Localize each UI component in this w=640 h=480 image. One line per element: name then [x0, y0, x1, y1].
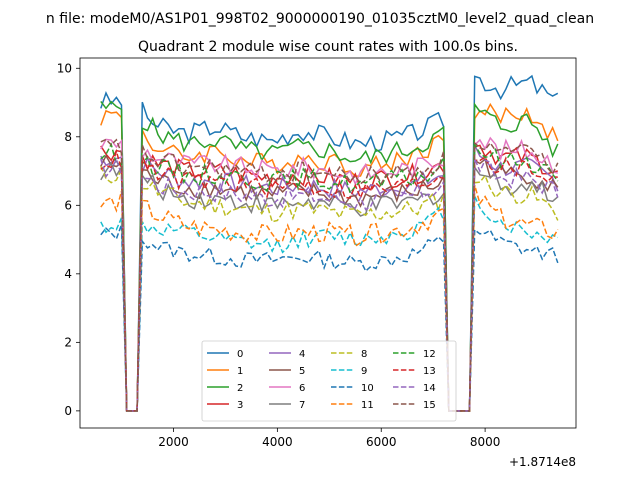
series-line-10	[100, 224, 559, 412]
legend-label-10: 10	[361, 383, 374, 394]
series-line-14	[100, 157, 559, 412]
legend-label-13: 13	[423, 366, 436, 377]
y-tick-label: 10	[57, 61, 72, 75]
y-tick-label: 8	[64, 130, 72, 144]
legend-label-9: 9	[361, 366, 367, 377]
x-tick-label: 8000	[470, 435, 501, 449]
y-tick-label: 0	[64, 404, 72, 418]
legend-label-0: 0	[237, 349, 243, 360]
x-offset-label: +1.8714e8	[509, 455, 576, 469]
x-tick-label: 6000	[366, 435, 397, 449]
y-tick-label: 6	[64, 198, 72, 212]
series-line-1	[100, 102, 559, 412]
series-line-13	[100, 148, 558, 412]
x-tick-label: 4000	[262, 435, 293, 449]
series-line-7	[100, 161, 559, 412]
legend-label-7: 7	[299, 400, 305, 411]
x-tick-label: 2000	[158, 435, 189, 449]
series-layer	[100, 74, 559, 412]
legend-label-14: 14	[423, 383, 436, 394]
series-line-12	[100, 142, 559, 412]
legend-label-3: 3	[237, 400, 243, 411]
legend-label-5: 5	[299, 366, 305, 377]
legend-label-6: 6	[299, 383, 305, 394]
figure-suptitle: n file: modeM0/AS1P01_998T02_9000000190_…	[46, 11, 594, 27]
legend-label-8: 8	[361, 349, 367, 360]
legend-label-2: 2	[237, 383, 243, 394]
axes-frame	[79, 57, 577, 429]
legend-label-12: 12	[423, 349, 436, 360]
chart-title: Quadrant 2 module wise count rates with …	[138, 39, 518, 55]
legend-label-1: 1	[237, 366, 243, 377]
y-tick-label: 2	[64, 335, 72, 349]
y-tick-label: 4	[64, 267, 72, 281]
series-line-8	[100, 165, 559, 412]
series-line-15	[100, 138, 559, 412]
series-line-11	[100, 184, 559, 412]
legend-label-4: 4	[299, 349, 305, 360]
series-line-9	[100, 195, 559, 412]
series-line-0	[100, 74, 559, 412]
legend-label-15: 15	[423, 400, 436, 411]
legend-label-11: 11	[361, 400, 374, 411]
legend-box	[201, 340, 457, 422]
series-line-2	[100, 100, 559, 412]
